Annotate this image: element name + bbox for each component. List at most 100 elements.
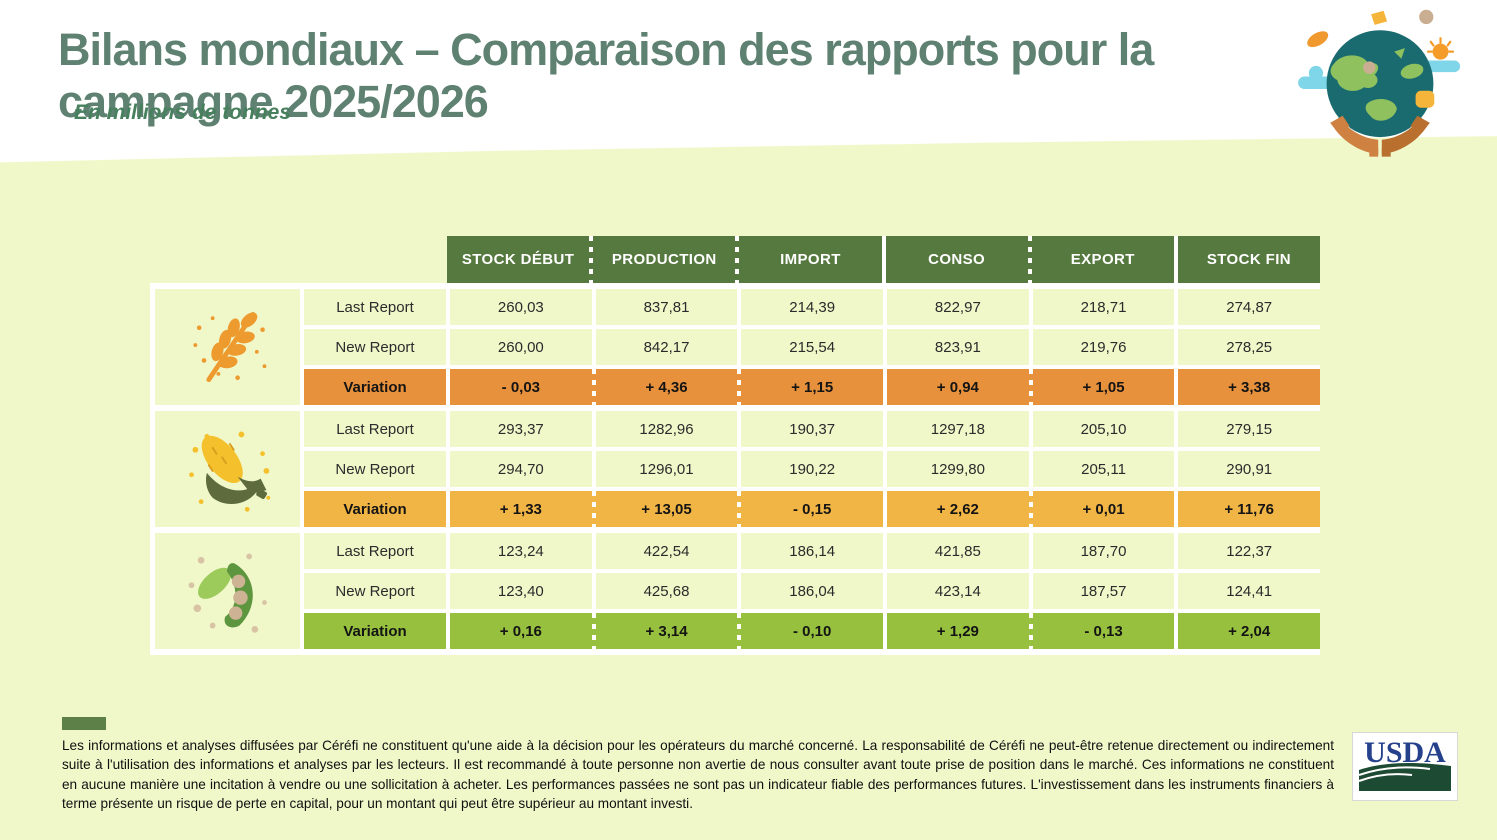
row-label: Variation [304,613,446,649]
value-cell: 260,00 [450,329,592,365]
column-separator [446,491,450,527]
value-cell: 837,81 [595,289,738,325]
disclaimer-text: Les informations et analyses diffusées p… [62,738,1334,811]
row-label: New Report [304,451,446,487]
column-separator [1174,573,1179,609]
corn-icon [155,411,300,527]
value-cell: 205,11 [1032,451,1175,487]
value-cell: 187,70 [1032,533,1175,569]
column-separator [737,411,742,447]
column-header-5: EXPORT [1031,236,1174,283]
column-separator [1174,369,1179,405]
value-cell: 294,70 [450,451,592,487]
column-separator [1174,411,1179,447]
column-separator [737,533,742,569]
value-cell: 190,22 [741,451,884,487]
value-cell: 1296,01 [595,451,738,487]
footer-accent-bar [62,717,106,730]
table-row: Variation - 0,03 + 4,36 + 1,15 + 0,94 + 1,05 +… [304,369,1321,405]
value-cell: + 1,29 [887,613,1029,649]
column-separator [591,451,596,487]
row-label: Variation [304,369,446,405]
commodity-group-soybean: Last Report 123,24 422,54 186,14 421,85 187,7… [150,533,1321,649]
column-header-1: STOCK DÉBUT [447,236,590,283]
column-separator [737,613,742,649]
table-row: Last Report 260,03 837,81 214,39 822,97 218,7… [304,289,1321,325]
column-separator [737,369,742,405]
value-cell: 423,14 [887,573,1029,609]
group-separator-band [150,405,1320,411]
column-separator [446,329,450,365]
table-header-row: STOCK DÉBUT PRODUCTION IMPORT CONSO EXPORT ST… [447,236,1321,283]
column-separator [591,411,596,447]
column-separator [1028,491,1033,527]
usda-logo: USDA [1352,732,1458,801]
page-subtitle: En millions de tonnes [74,101,292,124]
table-row: Last Report 293,37 1282,96 190,37 1297,18 205… [304,411,1321,447]
value-cell: - 0,10 [741,613,884,649]
value-cell: + 0,01 [1032,491,1175,527]
column-separator [737,573,742,609]
table-row: New Report 260,00 842,17 215,54 823,91 219,76… [304,329,1321,365]
value-cell: + 2,04 [1178,613,1321,649]
value-cell: + 4,36 [595,369,738,405]
value-cell: - 0,03 [450,369,592,405]
commodity-group-wheat: Last Report 260,03 837,81 214,39 822,97 218,7… [150,289,1321,405]
value-cell: 1297,18 [887,411,1029,447]
value-cell: 186,04 [741,573,884,609]
value-cell: 214,39 [741,289,884,325]
page-title: Bilans mondiaux – Comparaison des rappor… [58,24,1154,127]
value-cell: 1282,96 [595,411,738,447]
column-separator [883,491,888,527]
value-cell: 425,68 [595,573,738,609]
comparison-table: STOCK DÉBUT PRODUCTION IMPORT CONSO EXPORT ST… [150,236,1321,655]
table-body: Last Report 260,03 837,81 214,39 822,97 218,7… [150,283,1321,655]
value-cell: 421,85 [887,533,1029,569]
column-separator [1174,491,1179,527]
soybean-icon [155,533,300,649]
row-label: New Report [304,573,446,609]
row-label: Last Report [304,411,446,447]
value-cell: 122,37 [1178,533,1321,569]
row-label: New Report [304,329,446,365]
column-separator [737,289,742,325]
column-separator [446,573,450,609]
column-separator [1028,369,1033,405]
table-row: New Report 123,40 425,68 186,04 423,14 187,57… [304,573,1321,609]
column-separator [446,369,450,405]
column-separator [591,369,596,405]
value-cell: 123,40 [450,573,592,609]
value-cell: 823,91 [887,329,1029,365]
column-separator [446,289,450,325]
group-separator-band [150,649,1320,655]
column-separator [1174,329,1179,365]
column-separator [883,289,888,325]
value-cell: 190,37 [741,411,884,447]
column-separator [591,491,596,527]
commodity-group-corn: Last Report 293,37 1282,96 190,37 1297,18 205… [150,411,1321,527]
column-separator [883,411,888,447]
value-cell: 187,57 [1032,573,1175,609]
column-separator [883,329,888,365]
table-row: Variation + 1,33 + 13,05- 0,15 + 2,62 + 0,01… [304,491,1321,527]
top-band [0,0,1497,163]
column-header-6: STOCK FIN [1177,236,1321,283]
value-cell: 218,71 [1032,289,1175,325]
column-separator [737,491,742,527]
column-separator [737,329,742,365]
column-separator [1028,573,1033,609]
group-separator-band [150,527,1320,533]
column-separator [1174,289,1179,325]
value-cell: 290,91 [1178,451,1321,487]
column-separator [446,451,450,487]
value-cell: 293,37 [450,411,592,447]
column-separator [1027,236,1032,283]
table-row: New Report 294,70 1296,01 190,22 1299,80 205,… [304,451,1321,487]
value-cell: 279,15 [1178,411,1321,447]
value-cell: 822,97 [887,289,1029,325]
row-label: Variation [304,491,446,527]
value-cell: - 0,15 [741,491,884,527]
value-cell: 260,03 [450,289,592,325]
column-separator [591,533,596,569]
